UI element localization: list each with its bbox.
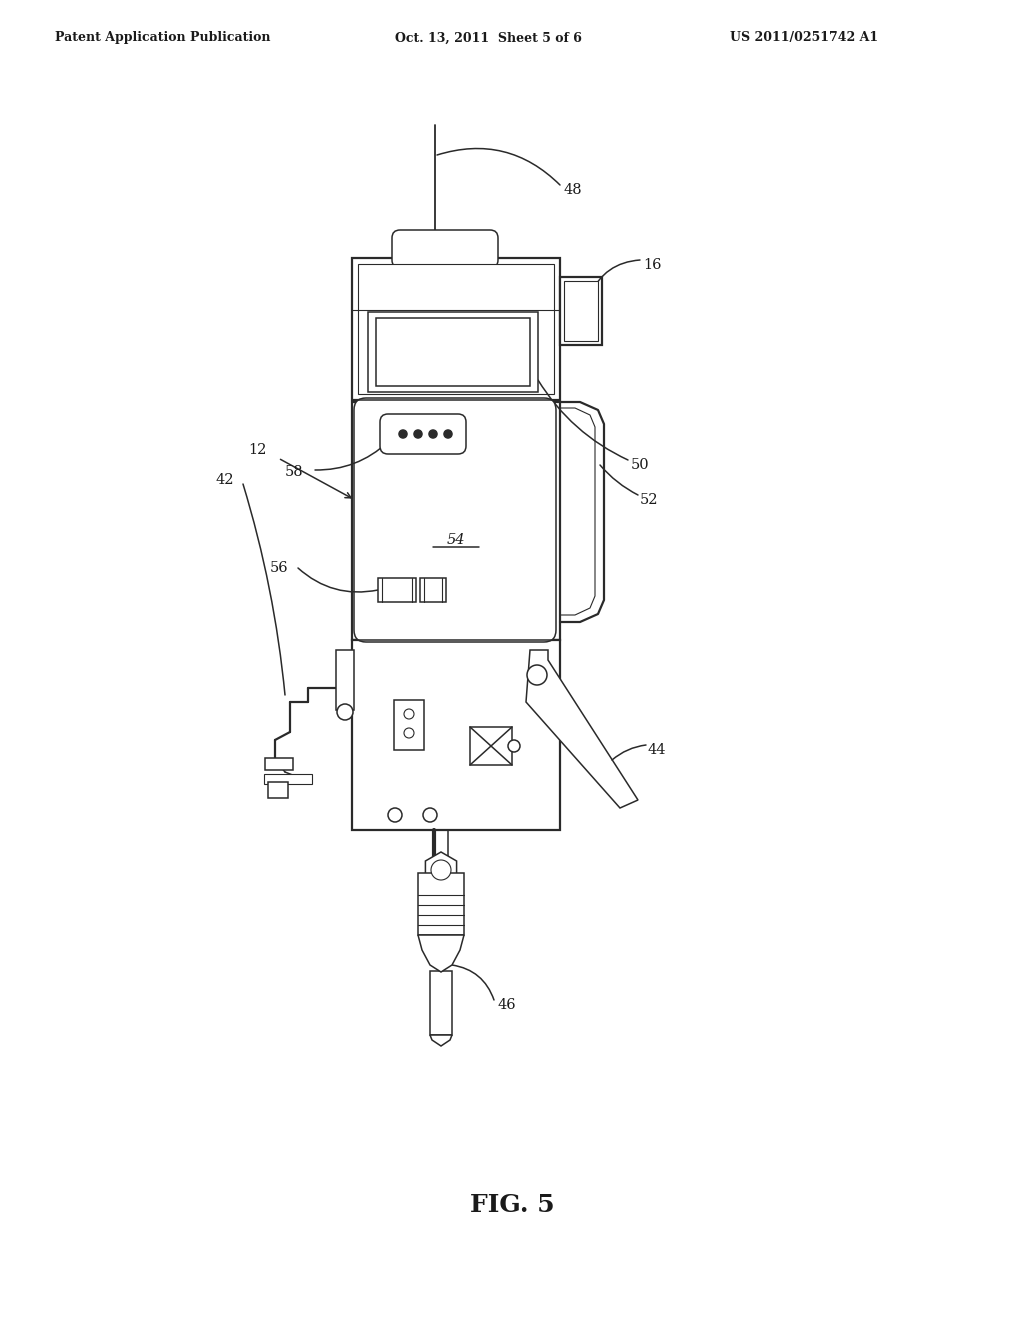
Text: 52: 52 xyxy=(640,492,658,507)
Bar xyxy=(430,972,452,1035)
Polygon shape xyxy=(526,649,638,808)
Bar xyxy=(265,758,293,770)
Bar xyxy=(376,318,530,385)
Text: 16: 16 xyxy=(643,257,662,272)
FancyBboxPatch shape xyxy=(392,230,498,268)
Bar xyxy=(394,700,424,750)
Bar xyxy=(352,403,560,640)
Circle shape xyxy=(404,709,414,719)
Bar xyxy=(418,873,464,935)
Bar xyxy=(378,578,416,602)
Circle shape xyxy=(444,430,452,438)
Text: 46: 46 xyxy=(498,998,517,1012)
Text: 54: 54 xyxy=(446,533,465,546)
Bar xyxy=(268,781,288,799)
Bar xyxy=(426,238,444,260)
Circle shape xyxy=(388,808,402,822)
Circle shape xyxy=(337,704,353,719)
Text: 12: 12 xyxy=(248,444,266,457)
Text: 58: 58 xyxy=(285,465,304,479)
Text: 44: 44 xyxy=(648,743,667,756)
Circle shape xyxy=(423,808,437,822)
Bar xyxy=(560,277,602,345)
Bar xyxy=(358,264,554,393)
Bar xyxy=(336,649,354,710)
Bar xyxy=(264,774,312,784)
Text: Oct. 13, 2011  Sheet 5 of 6: Oct. 13, 2011 Sheet 5 of 6 xyxy=(395,32,582,45)
Text: 42: 42 xyxy=(215,473,233,487)
Text: Patent Application Publication: Patent Application Publication xyxy=(55,32,270,45)
Polygon shape xyxy=(425,851,457,888)
Bar xyxy=(352,640,560,830)
FancyBboxPatch shape xyxy=(354,399,556,642)
Circle shape xyxy=(527,665,547,685)
Text: FIG. 5: FIG. 5 xyxy=(470,1193,554,1217)
Polygon shape xyxy=(418,935,464,972)
Bar xyxy=(470,727,512,766)
Bar xyxy=(352,257,560,400)
Bar xyxy=(564,281,598,341)
Circle shape xyxy=(414,430,422,438)
Circle shape xyxy=(399,430,407,438)
Polygon shape xyxy=(430,1035,452,1045)
Bar xyxy=(368,312,538,392)
Circle shape xyxy=(508,741,520,752)
Text: 50: 50 xyxy=(631,458,649,473)
Circle shape xyxy=(404,729,414,738)
FancyBboxPatch shape xyxy=(380,414,466,454)
Circle shape xyxy=(431,861,451,880)
Bar xyxy=(420,578,446,602)
Circle shape xyxy=(429,430,437,438)
Text: 48: 48 xyxy=(563,183,582,197)
Text: 56: 56 xyxy=(270,561,289,576)
Text: US 2011/0251742 A1: US 2011/0251742 A1 xyxy=(730,32,879,45)
